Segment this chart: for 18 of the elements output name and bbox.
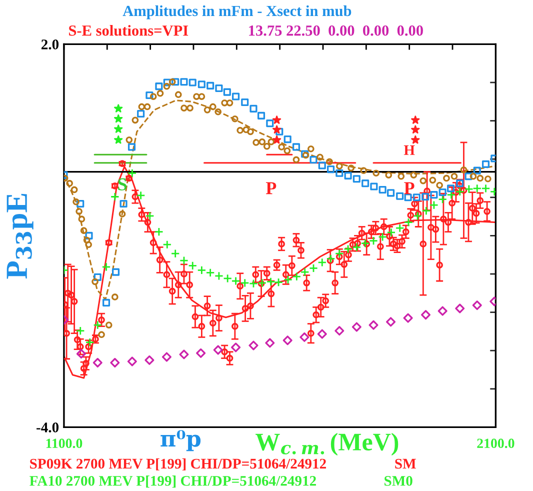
- annotation: H: [404, 145, 415, 155]
- text: FA10 2700 MEV P[199] CHI/DP=51064/24912: [30, 476, 316, 488]
- x-tick-label: 2100.0: [477, 438, 514, 448]
- chart-title: Amplitudes in mFm - Xsect in mub: [122, 5, 352, 20]
- annotation: P: [404, 182, 414, 194]
- annotation: S: [118, 178, 126, 190]
- text: SM: [395, 458, 416, 469]
- y-tick-label: -4.0: [36, 422, 59, 432]
- text: 13.75 22.50 0.00 0.00 0.00: [249, 25, 423, 36]
- text: SP09K 2700 MEV P[199] CHI/DP=51064/24912: [30, 458, 326, 470]
- text: π⁰p: [160, 430, 201, 452]
- chart-subtitle: S-E solutions=VPI: [69, 24, 188, 36]
- y-tick-label: 2.0: [41, 40, 59, 50]
- x-tick-label: 1100.0: [46, 438, 82, 448]
- text: SM0: [384, 476, 412, 486]
- x-axis-title: W$_{c.m.}$(MeV): [256, 432, 398, 456]
- y-axis-title: P$_{33}$pE: [6, 194, 34, 279]
- annotation: P: [266, 182, 276, 194]
